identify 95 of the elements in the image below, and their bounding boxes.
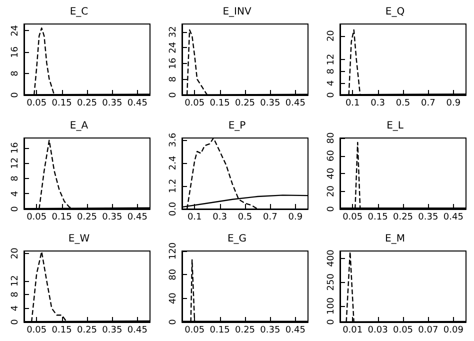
x-tick-label: 0.25 (76, 98, 98, 108)
y-tick-label: 120 (168, 242, 178, 260)
x-tick-label: 0.05 (392, 326, 414, 336)
chart-title: E_C (70, 6, 88, 18)
y-tick-label: 8 (10, 70, 20, 76)
y-tick-label: 20 (10, 248, 20, 260)
x-tick-label: 0.45 (285, 98, 306, 108)
y-tick-label: 0.0 (168, 201, 178, 216)
y-tick-label: 8 (10, 292, 20, 298)
y-tick-label: 12 (10, 275, 20, 287)
x-tick-label: 0.05 (26, 326, 47, 336)
x-tick-label: 0.15 (52, 212, 72, 222)
chart-title: E_INV (222, 6, 252, 18)
y-tick-label: 80 (168, 268, 178, 281)
y-tick-label: 2.4 (168, 155, 178, 170)
x-tick-label: 0.25 (76, 212, 98, 222)
y-tick-label: 0 (10, 319, 20, 326)
chart-title: E_W (68, 234, 90, 245)
chart-title: E_P (228, 120, 246, 132)
y-tick-label: 16 (168, 57, 178, 70)
chart-title: E_G (227, 234, 247, 245)
y-tick-label: 0 (326, 319, 336, 326)
x-tick-label: 0.9 (288, 212, 303, 222)
y-tick-label: 80 (326, 132, 336, 144)
x-tick-label: 0.35 (102, 212, 122, 222)
x-tick-label: 0.45 (127, 326, 148, 336)
x-tick-label: 0.03 (368, 326, 388, 336)
x-tick-label: 0.1 (187, 212, 202, 222)
x-tick-label: 0.35 (260, 98, 280, 108)
x-tick-label: 0.7 (421, 98, 436, 108)
x-tick-label: 0.05 (26, 212, 47, 222)
x-tick-label: 0.05 (184, 98, 205, 108)
x-tick-label: 0.7 (263, 212, 278, 222)
x-tick-label: 0.05 (342, 212, 363, 222)
y-tick-label: 24 (10, 24, 20, 36)
y-tick-label: 100 (326, 298, 336, 315)
x-tick-label: 0.35 (102, 98, 122, 108)
x-tick-label: 0.35 (418, 212, 438, 222)
x-tick-label: 0.07 (418, 326, 438, 336)
x-tick-label: 0.1 (345, 98, 360, 108)
x-tick-label: 0.05 (184, 326, 205, 336)
y-tick-label: 60 (326, 149, 336, 162)
x-tick-label: 0.45 (127, 98, 148, 108)
x-tick-label: 0.5 (238, 212, 252, 222)
y-tick-label: 400 (326, 250, 336, 268)
y-tick-label: 0 (326, 92, 336, 98)
x-tick-label: 0.01 (342, 326, 363, 336)
y-tick-label: 1.2 (168, 178, 178, 193)
x-tick-label: 0.5 (396, 98, 410, 108)
x-tick-label: 0.15 (210, 326, 230, 336)
y-tick-label: 24 (168, 42, 178, 54)
chart-title: E_A (70, 120, 88, 132)
x-tick-label: 0.09 (443, 326, 464, 336)
x-tick-label: 0.35 (260, 326, 280, 336)
y-tick-label: 250 (326, 274, 336, 292)
y-tick-label: 0 (168, 319, 178, 326)
y-tick-label: 12 (10, 157, 20, 169)
y-tick-label: 20 (326, 30, 336, 42)
chart-title: E_Q (385, 6, 405, 18)
x-tick-label: 0.25 (234, 326, 256, 336)
x-tick-label: 0.35 (102, 326, 122, 336)
y-tick-label: 40 (326, 167, 336, 179)
x-tick-label: 0.3 (370, 98, 385, 108)
y-tick-label: 16 (10, 46, 20, 58)
y-tick-label: 40 (168, 292, 178, 304)
y-tick-label: 0 (326, 206, 336, 212)
x-tick-label: 0.45 (443, 212, 464, 222)
y-tick-label: 20 (326, 184, 336, 197)
y-tick-label: 4 (326, 80, 336, 86)
y-tick-label: 0 (168, 92, 178, 98)
x-tick-label: 0.15 (52, 98, 72, 108)
x-tick-label: 0.3 (212, 212, 227, 222)
x-tick-label: 0.45 (285, 326, 306, 336)
x-tick-label: 0.45 (127, 212, 148, 222)
chart-title: E_M (385, 234, 405, 245)
x-tick-label: 0.15 (368, 212, 388, 222)
x-tick-label: 0.15 (52, 326, 72, 336)
y-tick-label: 12 (326, 54, 336, 66)
y-tick-label: 32 (168, 26, 178, 38)
y-tick-label: 4 (10, 305, 20, 312)
y-tick-label: 0 (10, 92, 20, 98)
y-tick-label: 3.6 (168, 132, 178, 147)
x-tick-label: 0.05 (26, 98, 47, 108)
y-tick-label: 8 (10, 174, 20, 181)
x-tick-label: 0.25 (76, 326, 98, 336)
x-tick-label: 0.25 (234, 98, 256, 108)
y-tick-label: 16 (10, 142, 20, 154)
x-tick-label: 0.15 (210, 98, 230, 108)
chart-title: E_L (386, 120, 404, 132)
y-tick-label: 0 (10, 206, 20, 212)
x-tick-label: 0.25 (392, 212, 414, 222)
y-tick-label: 4 (10, 190, 20, 196)
y-tick-label: 8 (168, 76, 178, 82)
x-tick-label: 0.9 (446, 98, 461, 108)
y-tick-label: 8 (326, 68, 336, 74)
